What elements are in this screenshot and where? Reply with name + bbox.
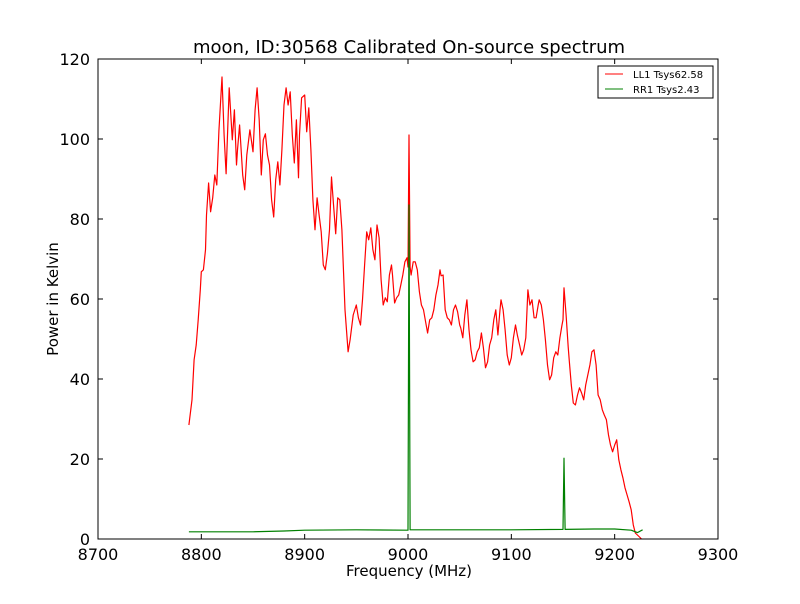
y-tick-label: 100 xyxy=(59,130,90,149)
y-tick-label: 0 xyxy=(80,530,90,549)
x-tick-label: 9100 xyxy=(491,545,532,564)
y-tick-label: 80 xyxy=(70,210,90,229)
x-tick-label: 9200 xyxy=(594,545,635,564)
legend: LL1 Tsys62.58 RR1 Tsys2.43 xyxy=(597,65,714,99)
x-tick-label: 8800 xyxy=(181,545,222,564)
y-axis-label: Power in Kelvin xyxy=(44,242,62,356)
y-tick-label: 40 xyxy=(70,370,90,389)
y-tick-label: 20 xyxy=(70,450,90,469)
series-line-rr1 xyxy=(188,204,643,534)
legend-box xyxy=(597,65,714,99)
series-layer xyxy=(188,76,643,540)
x-tick-label: 8900 xyxy=(284,545,325,564)
x-tick-label: 8700 xyxy=(78,545,119,564)
x-tick-label: 9300 xyxy=(698,545,739,564)
legend-label-rr1: RR1 Tsys2.43 xyxy=(633,85,700,96)
x-tick-label: 9000 xyxy=(388,545,429,564)
chart-title: moon, ID:30568 Calibrated On-source spec… xyxy=(193,37,625,58)
ticks: 8700 8800 8900 9000 9100 9200 9300 0 20 40 60 80 100… xyxy=(59,50,738,564)
y-tick-label: 60 xyxy=(70,290,90,309)
x-axis-label: Frequency (MHz) xyxy=(346,562,472,580)
y-tick-label: 120 xyxy=(59,50,90,69)
series-line-ll1 xyxy=(188,76,642,540)
legend-label-ll1: LL1 Tsys62.58 xyxy=(633,70,703,81)
